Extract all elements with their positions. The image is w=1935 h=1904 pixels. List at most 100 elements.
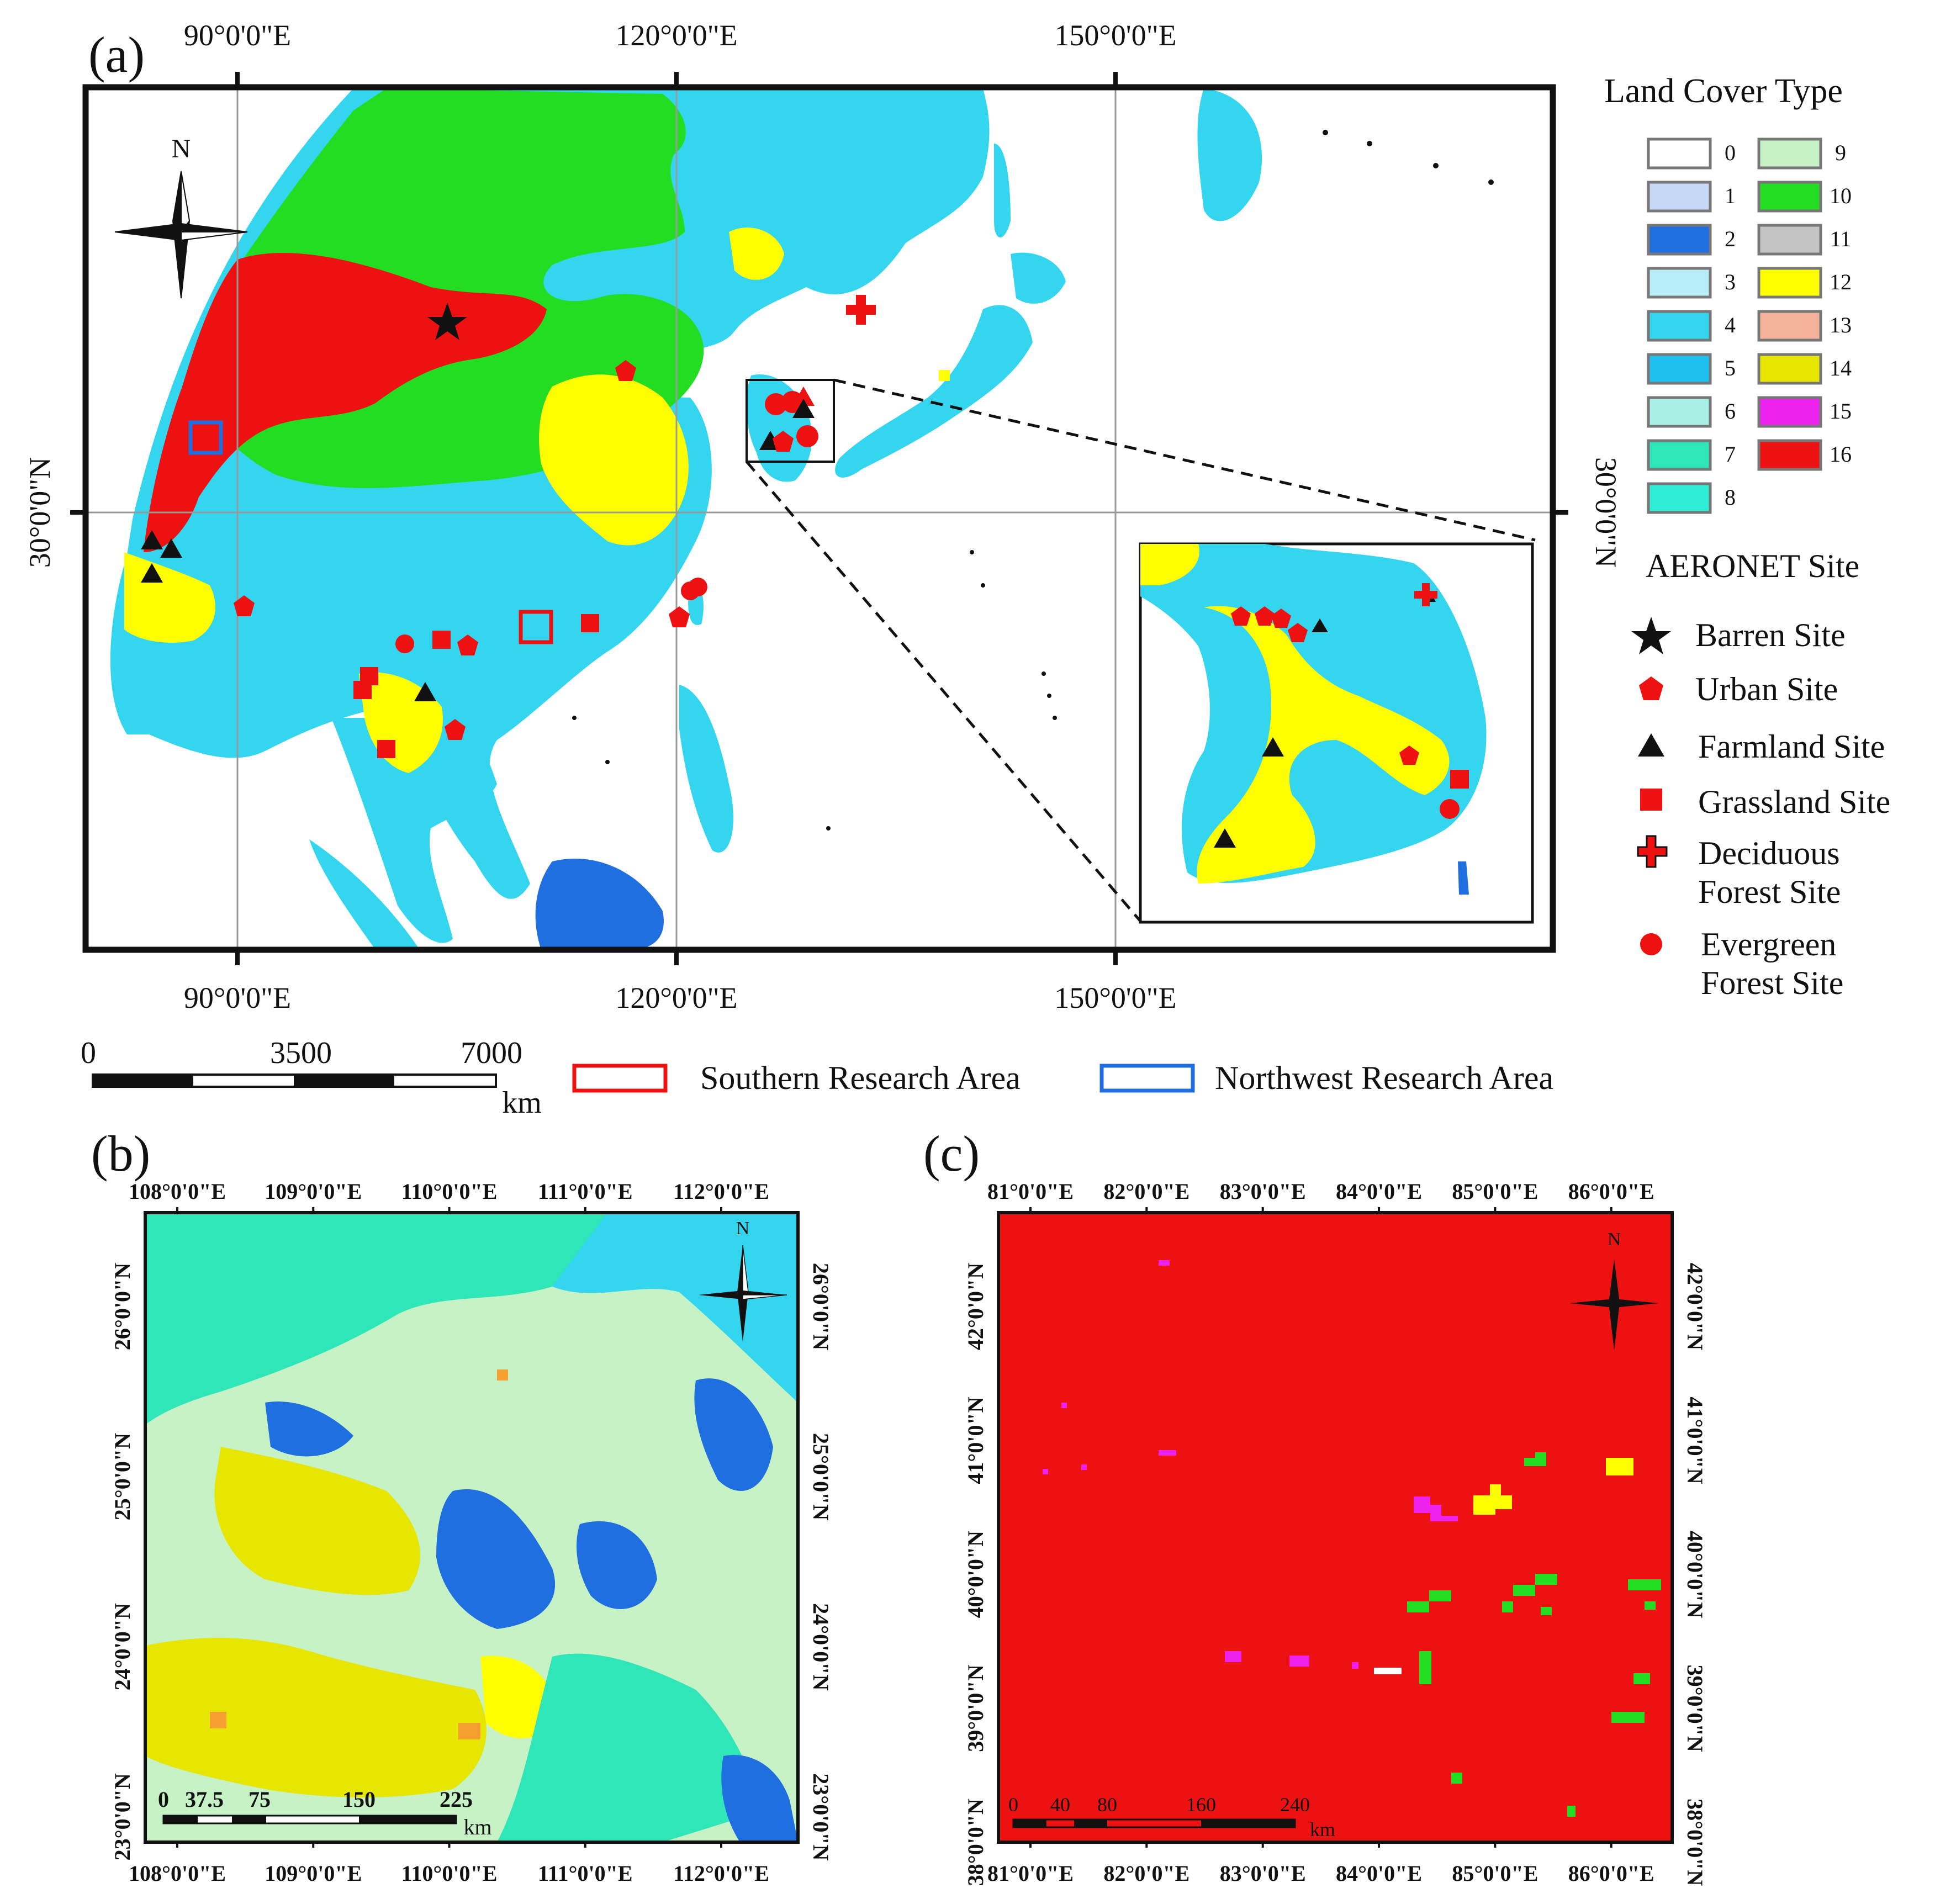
lon-label-c-bottom-0: 81°0'0"E xyxy=(987,1861,1074,1886)
legend-swatch-3 xyxy=(1647,267,1712,299)
lon-label-b-top-2: 110°0'0"E xyxy=(401,1179,498,1204)
lon-label-c-top-0: 81°0'0"E xyxy=(987,1179,1074,1204)
site-label-grassland: Grassland Site xyxy=(1698,784,1890,820)
site-label-evergreen-line1: Evergreen xyxy=(1701,926,1836,962)
land-japan xyxy=(835,305,1033,478)
lat-label-c-left-3: 39°0'0"N xyxy=(963,1664,988,1752)
lon-label-b-top-4: 112°0'0"E xyxy=(673,1179,769,1204)
lat-label-c-right-0: 42°0'0"N xyxy=(1683,1263,1707,1350)
legend-class-label-12: 12 xyxy=(1830,269,1852,294)
lon-label-b-bottom-2: 110°0'0"E xyxy=(401,1861,498,1886)
legend-class-5: 5 xyxy=(1647,353,1736,385)
lat-label-b-right-0: 26°0'0"N xyxy=(808,1263,833,1350)
legend-class-label-0: 0 xyxy=(1725,140,1736,165)
scale-a-0: 0 xyxy=(81,1036,96,1070)
panel-b-axes: 108°0'0"E 108°0'0"E 109°0'0"E 109°0'0"E 110°… xyxy=(110,1179,833,1886)
legend-class-label-11: 11 xyxy=(1830,226,1852,251)
lat-label-b-left-3: 23°0'0"N xyxy=(110,1773,135,1860)
panel-a-frame xyxy=(82,84,1556,953)
lat-label-right-30: 30°0'0"N xyxy=(1589,457,1622,568)
lon-label-bottom-90: 90°0'0"E xyxy=(184,981,291,1014)
lon-label-b-top-0: 108°0'0"E xyxy=(129,1179,226,1204)
legend-class-label-2: 2 xyxy=(1725,226,1736,251)
site-label-deciduous-line2: Forest Site xyxy=(1698,874,1841,910)
korea-locator-box xyxy=(746,379,835,463)
site-label-evergreen: Evergreen Forest Site xyxy=(1701,926,1844,1001)
legend-class-label-16: 16 xyxy=(1830,442,1852,467)
lat-label-b-left-0: 26°0'0"N xyxy=(110,1263,135,1350)
legend-class-label-15: 15 xyxy=(1830,399,1852,424)
north-arrow-a: N xyxy=(114,134,248,299)
panel-c-axes: 81°0'0"E 81°0'0"E 82°0'0"E 82°0'0"E 83°0'0"E… xyxy=(963,1179,1707,1886)
northwest-area-label: Northwest Research Area xyxy=(1215,1060,1553,1096)
lon-label-bottom-150: 150°0'0"E xyxy=(1054,981,1176,1014)
pentagon-icon xyxy=(1639,676,1663,700)
sites-title: AERONET Site xyxy=(1646,548,1859,584)
panel-c-map xyxy=(998,1213,1672,1842)
lat-label-c-left-2: 40°0'0"N xyxy=(963,1531,988,1618)
legend-class-13: 13 xyxy=(1757,310,1852,342)
legend-class-label-3: 3 xyxy=(1725,269,1736,294)
lon-label-c-bottom-1: 82°0'0"E xyxy=(1103,1861,1189,1886)
site-legend-urban: Urban Site xyxy=(1639,671,1838,707)
lon-label-c-bottom-4: 85°0'0"E xyxy=(1452,1861,1538,1886)
northwest-area-box xyxy=(188,420,223,455)
legend-title: Land Cover Type xyxy=(1604,72,1843,110)
north-label-a: N xyxy=(172,134,191,163)
southern-area-label: Southern Research Area xyxy=(700,1060,1021,1096)
lat-label-b-right-2: 24°0'0"N xyxy=(808,1603,833,1690)
square-icon xyxy=(1640,789,1662,811)
scale-c-40: 40 xyxy=(1050,1794,1070,1816)
scale-a-unit: km xyxy=(502,1086,542,1120)
lat-label-b-left-1: 25°0'0"N xyxy=(110,1433,135,1520)
lon-label-c-bottom-5: 86°0'0"E xyxy=(1568,1861,1654,1886)
lat-label-c-right-3: 39°0'0"N xyxy=(1683,1665,1707,1752)
scale-c-unit: km xyxy=(1310,1818,1335,1840)
land-kamchatka xyxy=(1197,88,1262,221)
inset-sites xyxy=(1214,583,1469,848)
legend-class-label-9: 9 xyxy=(1835,140,1846,165)
panel-b-map xyxy=(145,1213,798,1842)
star-icon xyxy=(1631,617,1671,654)
lat-label-c-right-4: 38°0'0"N xyxy=(1683,1799,1707,1886)
panel-c-frame xyxy=(997,1211,1674,1844)
legend-swatch-13 xyxy=(1757,310,1822,342)
lon-label-b-bottom-3: 111°0'0"E xyxy=(538,1861,633,1886)
site-legend-deciduous: Deciduous Forest Site xyxy=(1637,835,1841,910)
site-legend-evergreen: Evergreen Forest Site xyxy=(1640,926,1844,1001)
scale-c-160: 160 xyxy=(1186,1794,1216,1816)
legend-swatch-14 xyxy=(1757,353,1822,385)
scale-b-37-5: 37.5 xyxy=(185,1787,224,1812)
legend-class-8: 8 xyxy=(1647,482,1736,514)
legend-swatch-2 xyxy=(1647,224,1712,256)
southern-area-box xyxy=(519,610,553,644)
site-legend-barren: Barren Site xyxy=(1631,617,1846,654)
legend-swatch-16 xyxy=(1757,439,1822,471)
site-markers xyxy=(141,295,876,758)
scale-b-75: 75 xyxy=(249,1787,271,1812)
legend-class-label-6: 6 xyxy=(1725,399,1736,424)
legend-swatch-6 xyxy=(1647,396,1712,428)
north-label-c: N xyxy=(1608,1229,1621,1250)
legend-swatch-10 xyxy=(1757,181,1822,213)
lat-label-left-30: 30°0'0"N xyxy=(23,457,56,568)
panel-a: (a) xyxy=(23,19,1622,1014)
legend-swatch-15 xyxy=(1757,396,1822,428)
legend-class-label-7: 7 xyxy=(1725,442,1736,467)
scale-bar-b: 0 37.5 75 150 225 km xyxy=(158,1787,492,1839)
legend-class-1: 1 xyxy=(1647,181,1736,213)
site-label-barren: Barren Site xyxy=(1695,617,1846,653)
inset-deciduous-site xyxy=(1414,583,1437,606)
circle-icon xyxy=(1640,933,1662,955)
lat-label-b-right-1: 25°0'0"N xyxy=(808,1433,833,1520)
lon-label-b-bottom-0: 108°0'0"E xyxy=(129,1861,226,1886)
scale-b-0: 0 xyxy=(158,1787,169,1812)
legend-class-6: 6 xyxy=(1647,396,1736,428)
site-label-evergreen-line2: Forest Site xyxy=(1701,965,1843,1001)
pacific-islands xyxy=(572,130,1494,831)
site-label-farmland: Farmland Site xyxy=(1698,728,1885,765)
lat-label-b-right-3: 23°0'0"N xyxy=(808,1773,833,1860)
site-legend-farmland: Farmland Site xyxy=(1638,728,1885,765)
triangle-icon xyxy=(1638,733,1664,757)
legend-class-7: 7 xyxy=(1647,439,1736,471)
